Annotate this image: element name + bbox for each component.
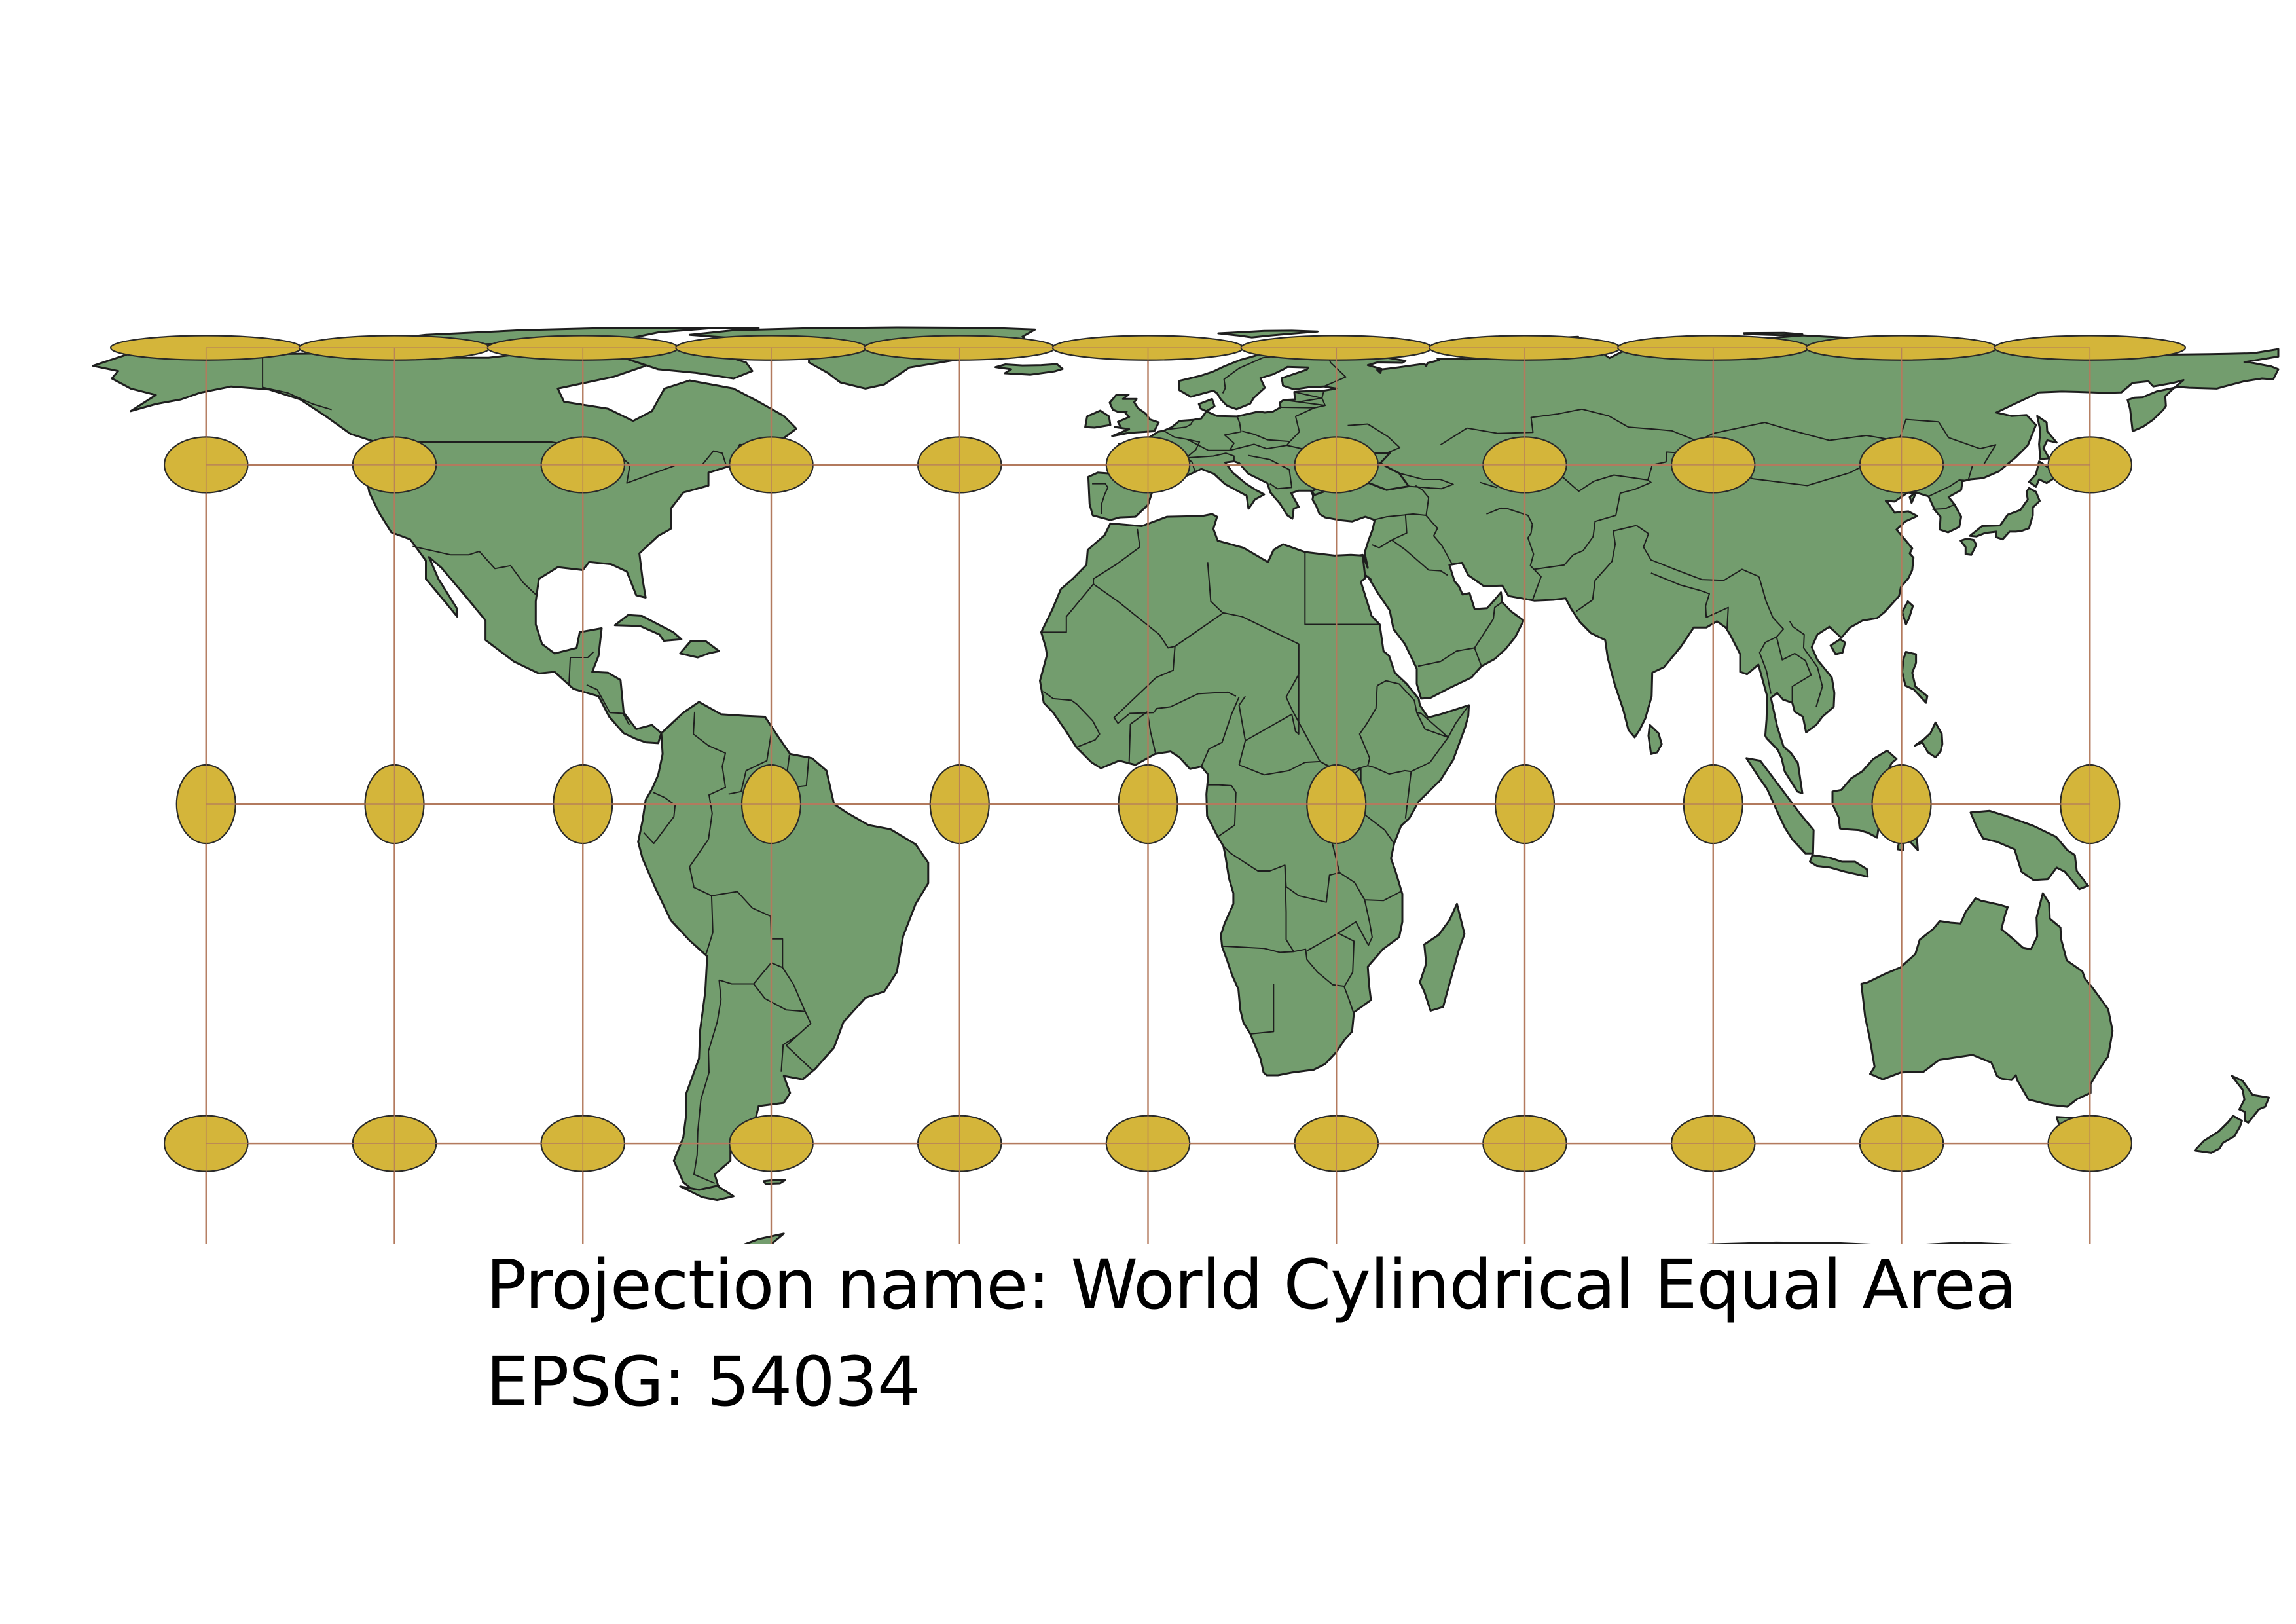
projection-name-caption: Projection name: World Cylindrical Equal… (486, 1245, 2017, 1325)
border-chile-argentina (693, 980, 722, 1184)
landmass-sumatra (1745, 757, 1815, 855)
map-frame (92, 326, 2280, 1244)
border-kenya-tanzania (1360, 811, 1395, 844)
landmass-iceland (994, 363, 1064, 376)
border-afghanistan-pakistan (1534, 515, 1616, 570)
border-car-south (1238, 740, 1247, 766)
landmass-java (1809, 854, 1869, 878)
landmass-philippines-luzon (1901, 651, 1929, 704)
border-malawi-mozambique (1306, 899, 1373, 951)
border-iran-iraq (1425, 515, 1453, 566)
border-mozambique-zimbabwe (1338, 932, 1355, 987)
landmass-sakhalin (2036, 415, 2058, 460)
border-algeria-libya (1207, 562, 1224, 614)
border-ecuador-peru (643, 792, 676, 844)
landmass-taiwan (1901, 600, 1914, 625)
landmass-philippines-mindanao (1914, 721, 1944, 758)
landmass-japan-kyushu (1959, 538, 1978, 556)
border-morocco-algeria (1093, 528, 1140, 584)
border-vietnam-laos (1789, 621, 1823, 707)
landmass-great-britain (1108, 394, 1160, 437)
border-west-africa-coast-borders (1042, 690, 1101, 748)
border-libya-egypt (1304, 553, 1380, 625)
landmass-australia (1860, 892, 2114, 1108)
landmass-falkland-islands (763, 1179, 786, 1185)
border-brazil-west (689, 839, 813, 1071)
land-layer (92, 326, 2280, 1244)
border-kazakhstan-russia (1440, 408, 1698, 446)
border-france-germany (1163, 430, 1201, 473)
border-central-america (586, 684, 630, 726)
landmass-japan-honshu (1969, 487, 2041, 541)
border-paraguay (753, 983, 805, 1012)
border-saudi-oman (1474, 601, 1503, 648)
border-peru-bolivia (705, 895, 714, 955)
landmass-tierra-del-fuego (679, 1185, 735, 1202)
border-poland-east (1242, 416, 1300, 443)
border-ethiopia-sudan (1358, 685, 1378, 766)
landmass-new-zealand-north (2231, 1075, 2270, 1124)
landmass-hispaniola (679, 640, 720, 659)
border-iraq-saudi (1391, 539, 1448, 576)
border-uruguay (780, 1035, 798, 1072)
border-russia-ukraine-south (1347, 423, 1401, 454)
landmass-ireland (1084, 409, 1112, 429)
landmass-new-guinea (1969, 809, 2089, 891)
border-mexico-guatemala (568, 651, 594, 684)
landmass-eurasia (1087, 334, 2280, 794)
border-bangladesh (1701, 590, 1729, 631)
border-austria-hungary (1229, 441, 1291, 451)
landmass-severnaya-zemlya (1743, 331, 1804, 337)
border-caucasus (1398, 472, 1454, 490)
landmass-north-america (92, 348, 797, 745)
border-thailand-laos (1776, 637, 1812, 703)
landmass-new-zealand-south (2193, 1115, 2243, 1154)
landmass-svalbard (1217, 329, 1319, 339)
border-netherlands-belgium (1169, 419, 1194, 430)
border-venezuela-guyana (728, 733, 772, 795)
border-alaska-canada (262, 354, 332, 411)
border-balkans (1248, 454, 1293, 490)
border-saudi-yemen (1417, 647, 1482, 667)
border-usa-mexico (412, 545, 536, 595)
landmass-cuba (613, 614, 683, 642)
graticule-overlay (205, 347, 2091, 1244)
border-india-china (1636, 525, 1760, 581)
border-korea-divide (1932, 504, 1954, 510)
border-switzerland-italy (1186, 452, 1235, 462)
border-angola-namibia (1221, 945, 1356, 1016)
border-gabon-congo (1207, 784, 1237, 838)
border-nigeria-cameroon (1201, 696, 1240, 767)
landmass-hainan (1829, 638, 1846, 655)
border-somalia (1416, 705, 1470, 738)
border-india-pakistan (1576, 525, 1637, 612)
border-spain-portugal (1092, 483, 1109, 514)
epsg-code-caption: EPSG: 54034 (486, 1342, 920, 1422)
border-jordan-syria (1372, 513, 1414, 549)
landmass-madagascar (1419, 902, 1466, 1012)
border-colombia-venezuela (693, 711, 726, 840)
border-china-korea-russia (1899, 418, 1997, 497)
border-sudan-chad (1238, 644, 1300, 742)
border-baltics (1280, 391, 1326, 409)
border-zambia-angola (1284, 865, 1294, 952)
country-borders-layer (262, 352, 1997, 1184)
border-mali-niger (1113, 646, 1237, 724)
border-botswana (1250, 984, 1275, 1035)
border-iran-afghanistan (1527, 524, 1542, 601)
border-iran-turkmenistan (1486, 507, 1533, 525)
world-map (92, 326, 2280, 1244)
border-nepal-south (1650, 572, 1702, 592)
landmass-sri-lanka (1647, 724, 1663, 755)
border-germany-east (1186, 416, 1242, 451)
border-china-west (1615, 479, 1652, 516)
